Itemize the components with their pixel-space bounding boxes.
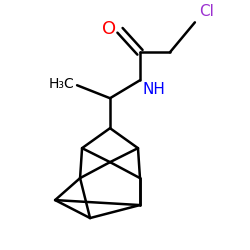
Text: H₃C: H₃C xyxy=(48,77,74,91)
Text: Cl: Cl xyxy=(199,4,214,19)
Text: O: O xyxy=(102,20,116,38)
Text: NH: NH xyxy=(143,82,166,97)
